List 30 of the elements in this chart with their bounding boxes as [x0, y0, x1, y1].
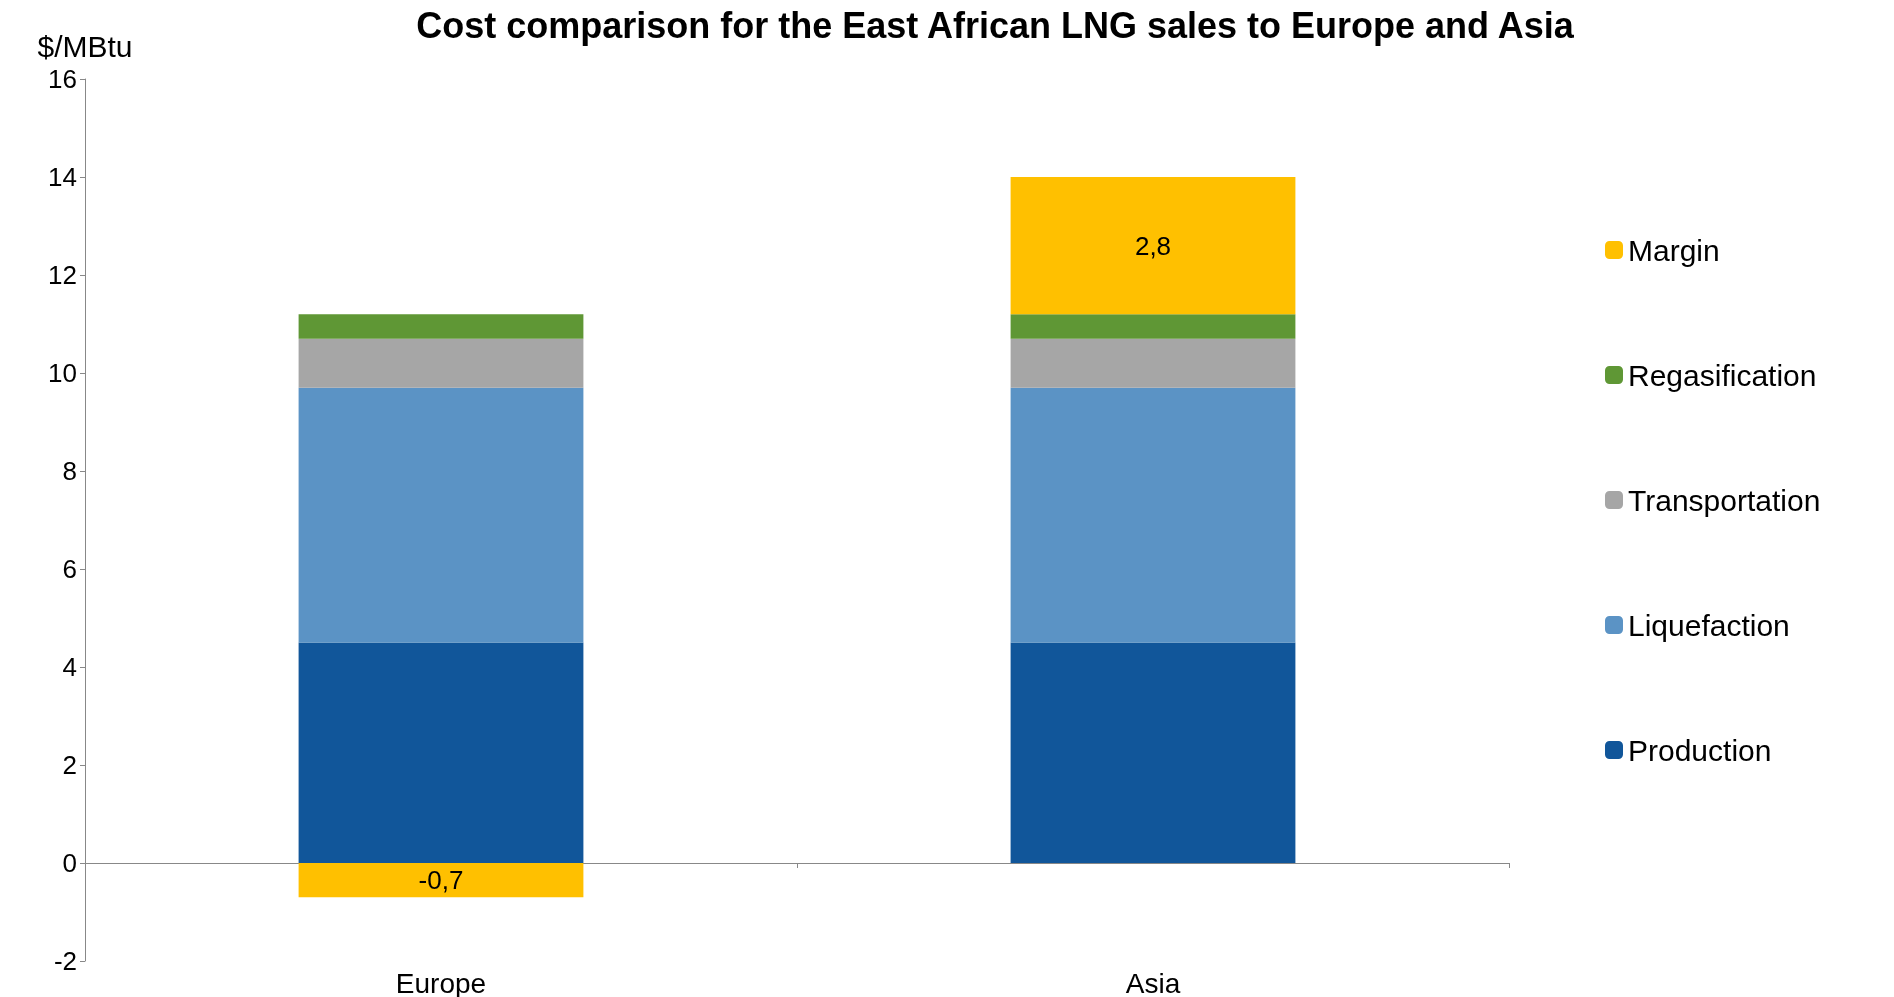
bar [1010, 387, 1296, 643]
data-label: -0,7 [418, 865, 464, 896]
y-axis-title: $/MBtu [37, 29, 133, 63]
y-tick-label: 0 [62, 848, 77, 878]
y-tick-label: 6 [62, 554, 77, 584]
bar [1010, 642, 1296, 863]
bar [298, 387, 584, 643]
y-tick-label: 4 [62, 652, 77, 682]
bar [1010, 177, 1296, 315]
legend-label: Regasification [1628, 358, 1817, 392]
y-tick-label: 12 [48, 260, 77, 290]
legend-label: Liquefaction [1628, 608, 1790, 642]
y-tick-label: 10 [48, 358, 77, 388]
y-tick-label: 16 [48, 64, 77, 94]
bar [298, 863, 584, 898]
legend-label: Production [1628, 733, 1772, 767]
y-tick-label: -2 [53, 946, 77, 976]
legend-label: Transportation [1628, 483, 1821, 517]
bar [298, 642, 584, 863]
y-tick-label: 8 [62, 456, 77, 486]
bar [298, 314, 584, 339]
y-tick-label: 2 [62, 750, 77, 780]
legend-label: Margin [1628, 233, 1720, 267]
data-label: 2,8 [1134, 230, 1172, 261]
bar [298, 338, 584, 388]
bar [1010, 338, 1296, 388]
chart-title: Cost comparison for the East African LNG sales to Europe and Asia [416, 4, 1575, 46]
y-tick-label: 14 [48, 162, 77, 192]
x-tick-label: Asia [1125, 967, 1181, 997]
bar [1010, 314, 1296, 339]
